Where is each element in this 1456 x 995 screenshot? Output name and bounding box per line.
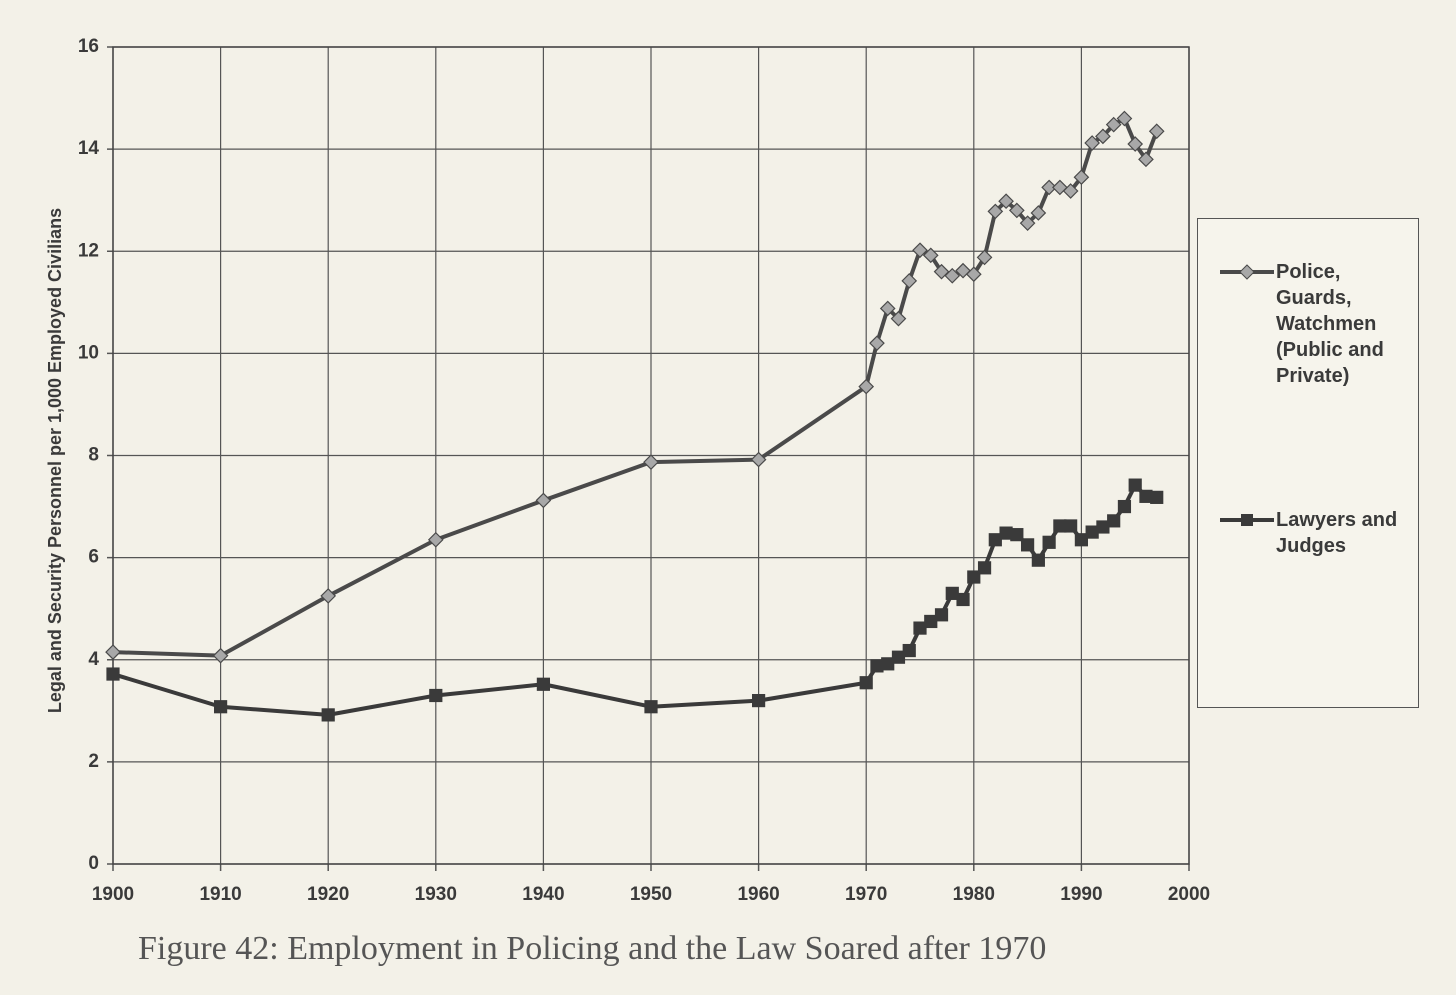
marker: [976, 249, 993, 266]
marker: [751, 693, 766, 708]
marker: [1030, 205, 1047, 221]
marker: [1031, 553, 1045, 567]
marker: [535, 492, 552, 509]
marker: [1148, 123, 1165, 140]
marker: [1150, 490, 1164, 504]
legend-icon: [1220, 264, 1274, 280]
caption: Figure 42: Employment in Policing and th…: [138, 930, 1047, 967]
legend: Police, Guards, Watchmen (Public and Pri…: [1197, 218, 1419, 708]
marker: [1138, 151, 1154, 168]
marker: [988, 533, 1002, 547]
marker: [913, 621, 927, 635]
marker: [1019, 215, 1036, 232]
legend-icon: [1220, 514, 1274, 526]
marker: [1095, 128, 1111, 145]
plot-frame: [112, 46, 1190, 865]
marker: [956, 592, 970, 607]
x-tick-label: 1980: [953, 884, 995, 905]
marker: [924, 614, 938, 629]
marker: [214, 700, 228, 714]
marker: [869, 335, 885, 352]
series-line: [112, 483, 1157, 717]
marker: [320, 588, 337, 604]
marker: [1041, 179, 1057, 196]
marker: [912, 242, 928, 259]
marker: [750, 451, 767, 468]
marker: [1128, 478, 1142, 492]
y-tick-label: 10: [78, 342, 99, 363]
marker: [891, 650, 906, 664]
y-tick-label: 16: [78, 36, 99, 57]
x-tick-label: 1970: [845, 884, 887, 905]
marker: [106, 667, 120, 681]
marker: [944, 267, 961, 284]
x-tick-label: 1960: [737, 884, 779, 905]
marker: [427, 531, 444, 548]
marker: [1008, 202, 1025, 219]
legend-label: Police, Guards, Watchmen (Public and Pri…: [1276, 261, 1384, 387]
y-axis-label: Legal and Security Personnel per 1,000 E…: [45, 208, 65, 713]
x-tick-label: 2000: [1168, 884, 1210, 905]
marker: [1042, 535, 1056, 549]
marker: [901, 273, 918, 289]
y-tick-label: 14: [78, 138, 100, 159]
x-tick-label: 1900: [92, 884, 134, 905]
marker: [1084, 135, 1101, 151]
marker: [105, 644, 121, 660]
marker: [643, 454, 659, 470]
y-tick-label: 12: [78, 240, 99, 261]
marker: [890, 310, 907, 327]
marker: [1107, 514, 1121, 528]
y-tick-label: 8: [88, 445, 99, 466]
x-tick-label: 1990: [1060, 884, 1102, 905]
series-line: [112, 116, 1159, 658]
legend-marker: [1239, 264, 1255, 280]
marker: [1020, 538, 1035, 552]
marker: [212, 647, 229, 664]
marker: [1105, 116, 1122, 133]
marker: [1116, 110, 1133, 127]
legend-item: Police, Guards, Watchmen (Public and Pri…: [1218, 259, 1411, 389]
marker: [1074, 533, 1089, 547]
marker: [1127, 136, 1144, 152]
legend-marker: [1241, 514, 1253, 526]
marker: [1064, 519, 1078, 533]
y-tick-label: 2: [88, 751, 99, 772]
y-tick-label: 4: [88, 649, 99, 670]
marker: [1117, 499, 1132, 514]
marker: [859, 676, 873, 690]
y-tick-label: 0: [88, 853, 99, 874]
legend-label: Lawyers and Judges: [1276, 509, 1398, 557]
marker: [987, 203, 1004, 220]
x-tick-label: 1940: [522, 884, 564, 905]
marker: [977, 561, 992, 575]
marker: [644, 700, 658, 714]
marker: [321, 708, 335, 722]
marker: [922, 247, 939, 264]
marker: [429, 688, 443, 703]
marker: [879, 300, 896, 317]
x-tick-label: 1930: [415, 884, 457, 905]
x-tick-label: 1910: [199, 884, 241, 905]
marker: [934, 608, 949, 622]
legend-item: Lawyers and Judges: [1218, 507, 1411, 559]
marker: [881, 657, 895, 671]
marker: [536, 677, 551, 691]
marker: [1073, 169, 1090, 186]
marker: [998, 193, 1014, 210]
marker: [902, 643, 916, 658]
marker: [858, 378, 875, 395]
y-tick-label: 6: [88, 547, 99, 568]
x-tick-label: 1920: [307, 884, 349, 905]
marker: [965, 266, 982, 283]
marker: [967, 570, 981, 584]
marker: [1010, 528, 1024, 542]
marker: [1062, 183, 1079, 199]
x-tick-label: 1950: [630, 884, 672, 905]
